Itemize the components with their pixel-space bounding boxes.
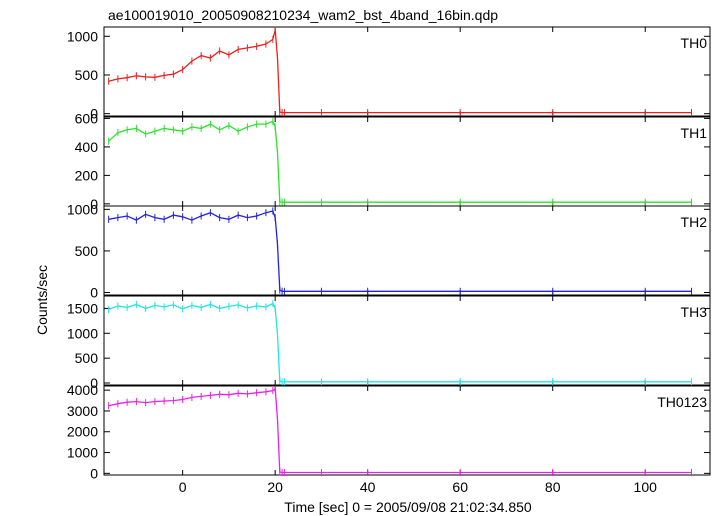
panel-frame [103,116,711,207]
y-tick-label: 0 [90,375,98,391]
panel-frame [103,385,711,476]
panel-label: TH0123 [657,394,707,410]
panel-th0123: 0 1000 2000 3000 4000 TH0123 [67,382,711,481]
x-tick-label: 60 [452,479,468,495]
y-tick-label: 200 [75,167,99,183]
panel-label: TH2 [681,214,708,230]
y-tick-label: 600 [75,110,99,126]
x-axis-label: Time [sec] 0 = 2005/09/08 21:02:34.850 [284,499,532,515]
y-tick-label: 4000 [67,382,98,398]
y-tick-label: 0 [90,285,98,301]
y-tick-label: 1000 [67,325,98,341]
panel-frame [103,26,711,117]
panel-th3: 0 500 1000 1500 TH3 [67,295,711,391]
x-tick-label: 100 [634,479,658,495]
figure-title: ae100019010_20050908210234_wam2_bst_4ban… [108,7,498,23]
x-tick-label: 80 [545,479,561,495]
y-tick-label: 400 [75,139,99,155]
y-tick-label: 500 [75,67,99,83]
y-tick-label: 2000 [67,424,98,440]
panel-th2: 0 500 1000 TH2 [67,201,711,301]
y-tick-label: 500 [75,243,99,259]
y-tick-label: 0 [90,465,98,481]
panel-th0: 0 500 1000 TH0 [67,26,711,122]
y-axis-label: Counts/sec [34,265,50,335]
y-tick-label: 3000 [67,403,98,419]
panel-label: TH0 [681,35,708,51]
panel-label: TH3 [681,304,708,320]
panel-frame [103,295,711,386]
y-tick-label: 0 [90,196,98,212]
y-tick-label: 1000 [67,201,98,217]
series-line-th1 [108,120,692,203]
series-line-th3 [108,302,692,383]
series-line-th2 [108,210,692,292]
y-tick-label: 500 [75,350,99,366]
x-tick-label: 0 [179,479,187,495]
panel-th1: 0 200 400 600 TH1 [75,110,711,212]
panel-label: TH1 [681,125,708,141]
y-tick-label: 1000 [67,445,98,461]
series-line-th0 [108,29,692,114]
x-tick-label: 40 [360,479,376,495]
series-line-th0123 [108,387,692,474]
x-tick-label: 20 [267,479,283,495]
y-tick-label: 1000 [67,28,98,44]
y-tick-label: 0 [90,106,98,122]
y-tick-label: 1500 [67,300,98,316]
